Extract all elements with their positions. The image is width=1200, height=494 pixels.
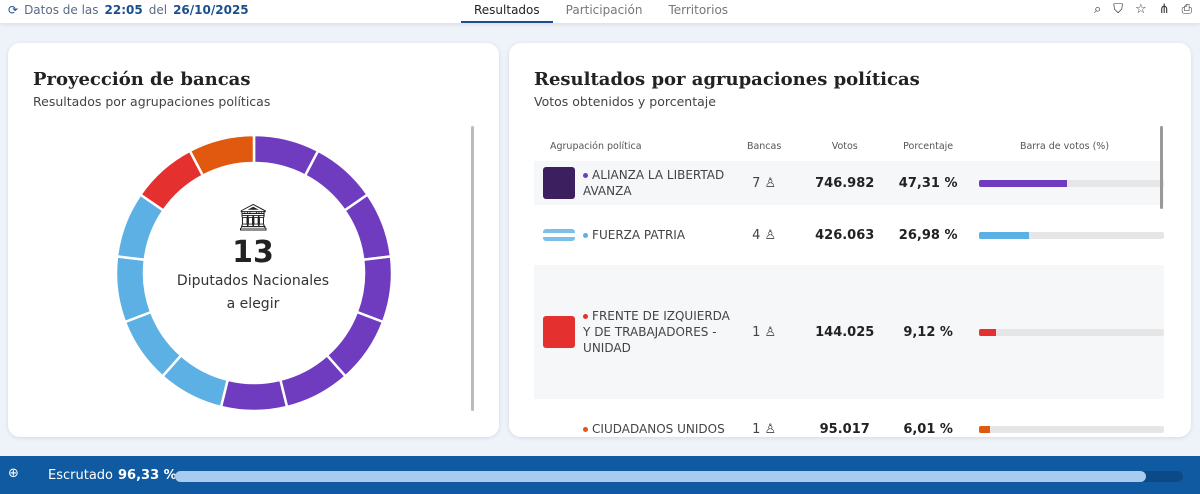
person-icon: ♙ [764, 421, 777, 437]
seats-count: 4 [752, 227, 761, 243]
seat-segment[interactable] [114, 254, 153, 324]
projection-title: Proyección de bancas [33, 69, 251, 90]
print-icon[interactable]: ⎙ [1181, 2, 1192, 17]
table-row[interactable]: FRENTE DE IZQUIERDA Y DE TRABAJADORES - … [534, 265, 1164, 399]
party-name: FUERZA PATRIA [592, 228, 686, 242]
results-table: Agrupación política Bancas Votos Porcent… [534, 131, 1164, 437]
percentage: 47,31 % [891, 161, 965, 205]
votes: 746.982 [798, 161, 892, 205]
party-name: CIUDADANOS UNIDOS [592, 422, 725, 436]
seats-count: 1 [752, 324, 761, 340]
filter-icon[interactable]: ⛉ [1113, 2, 1124, 17]
votes: 426.063 [815, 227, 875, 243]
person-icon: ♙ [764, 175, 777, 191]
seats-donut [114, 133, 394, 413]
refresh-icon[interactable]: ⟳ [8, 3, 19, 17]
star-icon[interactable]: ☆ [1135, 2, 1147, 17]
vote-bar [979, 328, 1164, 336]
tab-territorios[interactable]: Territorios [668, 3, 729, 17]
percentage: 9,12 % [891, 265, 965, 399]
vote-bar [979, 231, 1164, 239]
votes: 95.017 [819, 421, 870, 437]
party-color-dot [583, 233, 589, 238]
tab-participacion[interactable]: Participación [565, 3, 643, 17]
seat-segment[interactable] [188, 133, 256, 178]
table-row[interactable]: FUERZA PATRIA 4 ♙ 426.063 26,98 % [534, 205, 1164, 265]
party-color-dot [583, 173, 589, 178]
table-row[interactable]: CIUDADANOS UNIDOS 1 ♙ 95.017 6,01 % [534, 399, 1164, 437]
party-color-dot [583, 314, 589, 319]
seats-count: 1 [752, 421, 761, 437]
table-row[interactable]: ALIANZA LA LIBERTAD AVANZA 7 ♙ 746.982 4… [534, 161, 1164, 205]
congress-icon: 🏛 [236, 203, 270, 233]
tab-resultados[interactable]: Resultados [461, 0, 553, 23]
vote-bar [979, 179, 1164, 187]
party-name: FRENTE DE IZQUIERDA Y DE TRABAJADORES - … [583, 309, 730, 355]
seat-segment[interactable] [355, 254, 394, 324]
top-bar: ⟳ Datos de las 22:05 del 26/10/2025 Resu… [0, 0, 1200, 23]
seat-segment[interactable] [219, 378, 289, 413]
search-icon[interactable]: ⌕ [1093, 2, 1102, 17]
seats-count: 7 [752, 175, 761, 191]
share-icon[interactable]: ⋔ [1158, 2, 1170, 17]
seat-segment[interactable] [123, 310, 183, 379]
party-name: ALIANZA LA LIBERTAD AVANZA [583, 168, 725, 198]
percentage: 6,01 % [903, 421, 953, 437]
projection-card: Proyección de bancas Resultados por agru… [8, 43, 499, 437]
party-logo [542, 316, 575, 348]
scrutiny-progress [175, 471, 1183, 482]
votes: 144.025 [798, 265, 892, 399]
party-logo [542, 413, 575, 437]
party-logo [542, 167, 575, 199]
party-logo [542, 229, 575, 241]
results-card: Resultados por agrupaciones políticas Vo… [509, 43, 1191, 437]
person-icon: ♙ [764, 227, 777, 243]
party-color-dot [583, 427, 589, 432]
person-icon: ♙ [764, 324, 777, 340]
scrutiny-bar: ⊕ Escrutado 96,33 % [0, 456, 1200, 494]
scrollbar[interactable] [471, 126, 474, 411]
vote-bar [979, 425, 1164, 433]
expand-icon[interactable]: ⊕ [8, 466, 19, 481]
scrollbar[interactable] [1160, 126, 1163, 209]
update-info: ⟳ Datos de las 22:05 del 26/10/2025 [8, 3, 249, 17]
percentage: 26,98 % [898, 227, 958, 243]
